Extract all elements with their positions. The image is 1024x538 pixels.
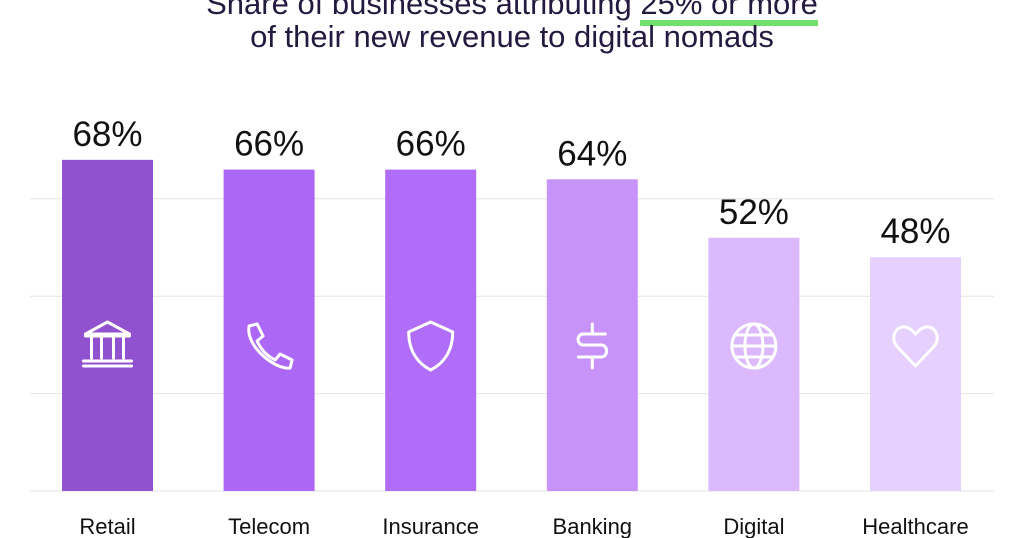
value-label-telecom: 66% <box>234 125 304 164</box>
category-labels: Retail Telecom Insurance Banking Digital Heal… <box>79 514 968 538</box>
chart-title-line-2: of their new revenue to digital nomads <box>250 19 774 54</box>
chart-title-line-1: Share of businesses attributing 25% or m… <box>0 0 1024 26</box>
value-label-digital: 52% <box>719 193 789 232</box>
bar-telecom <box>223 169 315 491</box>
bank-icon <box>82 320 133 368</box>
shield-icon <box>407 320 455 372</box>
phone-icon <box>247 322 294 370</box>
category-label-telecom: Telecom <box>228 514 310 538</box>
dollar-icon <box>576 322 609 370</box>
chart-title-highlight: 25% or more <box>640 0 818 26</box>
category-label-insurance: Insurance <box>382 514 479 538</box>
bar-insurance <box>385 169 477 491</box>
value-label-insurance: 66% <box>396 125 466 164</box>
value-labels: 68% 66% 66% 64% 52% 48% <box>72 115 950 251</box>
value-label-banking: 64% <box>557 134 627 173</box>
bars <box>62 159 961 491</box>
category-label-banking: Banking <box>553 514 633 538</box>
category-label-digital: Digital <box>723 514 784 538</box>
bar-digital <box>708 237 800 491</box>
value-label-healthcare: 48% <box>880 212 950 251</box>
category-label-retail: Retail <box>79 514 135 538</box>
gridlines <box>30 198 994 492</box>
bar-icons <box>82 320 939 372</box>
chart-title-prefix: Share of businesses attributing <box>206 0 641 21</box>
globe-icon <box>730 322 778 370</box>
bar-healthcare <box>870 257 961 491</box>
bar-retail <box>62 159 153 491</box>
category-label-healthcare: Healthcare <box>862 514 968 538</box>
value-label-retail: 68% <box>72 115 142 154</box>
heart-icon <box>892 325 939 368</box>
